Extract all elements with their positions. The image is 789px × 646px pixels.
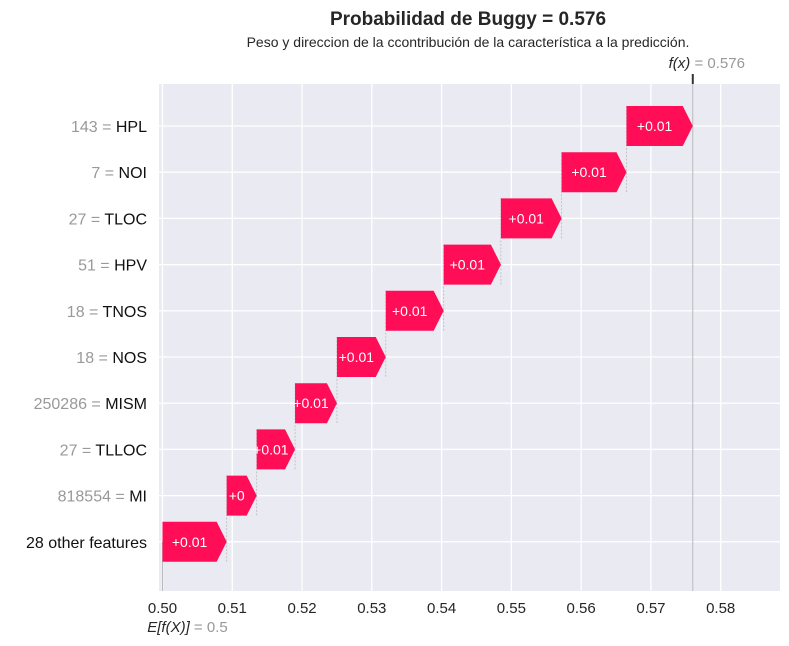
feature-name-3: HPV (114, 258, 147, 275)
x-tick-label-6: 0.56 (567, 600, 596, 617)
feature-label-7: 27 = TLLOC (60, 442, 147, 459)
feature-name-2: TLOC (104, 211, 147, 228)
x-axis-ticks: 0.50 0.51 0.52 0.53 0.54 0.55 0.56 0.57 0.58 (148, 600, 735, 617)
feature-label-4: 18 = TNOS (67, 304, 147, 321)
feature-name-9: 28 other features (26, 535, 147, 552)
bar-label-9: +0.01 (172, 534, 208, 550)
bar-label-1: +0.01 (571, 164, 607, 180)
x-tick-label-7: 0.57 (636, 600, 665, 617)
feature-name-5: NOS (112, 350, 147, 367)
output-label-value: = 0.576 (694, 55, 744, 72)
x-tick-label-1: 0.51 (218, 600, 247, 617)
output-label: f(x) = 0.576 (669, 55, 745, 72)
feature-value-0: 143 = (71, 119, 116, 136)
feature-value-3: 51 = (78, 258, 114, 275)
base-label: E[f(X)] = 0.5 (147, 619, 227, 636)
bar-label-8: +0 (229, 488, 245, 504)
base-label-value: = 0.5 (194, 619, 228, 636)
bar-9 (162, 521, 227, 562)
feature-value-6: 250286 = (34, 396, 106, 413)
x-tick-label-3: 0.53 (357, 600, 386, 617)
feature-name-8: MI (129, 489, 147, 506)
feature-label-8: 818554 = MI (58, 489, 147, 506)
annotations: f(x) = 0.576 E[f(X)] = 0.5 (147, 55, 745, 636)
feature-label-3: 51 = HPV (78, 258, 147, 275)
feature-value-2: 27 = (69, 211, 105, 228)
chart-subtitle: Peso y direccion de la ccontribución de … (247, 34, 690, 50)
output-label-name: f(x) (669, 55, 695, 72)
feature-label-6: 250286 = MISM (34, 396, 147, 413)
feature-name-1: NOI (119, 165, 147, 182)
bar-label-7: +0.01 (253, 441, 289, 457)
feature-label-5: 18 = NOS (76, 350, 147, 367)
bar-label-5: +0.01 (339, 349, 375, 365)
bars-layer: +0.01 +0.01 +0.01 +0.01 +0.01 +0.01 +0.01 +0.01… (162, 106, 693, 562)
x-tick-label-5: 0.55 (497, 600, 526, 617)
chart-title: Probabilidad de Buggy = 0.576 (330, 9, 606, 30)
feature-label-2: 27 = TLOC (69, 211, 147, 228)
bar-label-3: +0.01 (450, 257, 486, 273)
feature-value-5: 18 = (76, 350, 112, 367)
feature-value-4: 18 = (67, 304, 103, 321)
feature-label-9: 28 other features (26, 535, 147, 552)
bar-0 (626, 106, 693, 146)
plot-background (159, 84, 780, 591)
bar-4 (385, 290, 444, 331)
feature-value-7: 27 = (60, 442, 96, 459)
x-tick-label-0: 0.50 (148, 600, 177, 617)
feature-value-1: 7 = (91, 165, 118, 182)
feature-name-7: TLLOC (95, 442, 147, 459)
bar-label-0: +0.01 (637, 118, 673, 134)
feature-name-4: TNOS (103, 304, 147, 321)
bar-3 (443, 244, 501, 285)
feature-label-0: 143 = HPL (71, 119, 147, 136)
bar-8 (226, 475, 257, 516)
feature-value-8: 818554 = (58, 489, 130, 506)
feature-name-6: MISM (105, 396, 147, 413)
feature-label-1: 7 = NOI (91, 165, 147, 182)
x-tick-label-8: 0.58 (706, 600, 735, 617)
feature-name-0: HPL (116, 119, 147, 136)
bar-7 (256, 429, 296, 470)
bar-5 (336, 337, 386, 377)
bar-label-2: +0.01 (509, 210, 545, 226)
bar-label-4: +0.01 (392, 303, 428, 319)
x-tick-label-2: 0.52 (287, 600, 316, 617)
bar-6 (295, 383, 337, 424)
feature-labels: 143 = HPL 7 = NOI 27 = TLOC 51 = HPV 18 = TN… (26, 119, 147, 552)
x-tick-label-4: 0.54 (427, 600, 456, 617)
bar-1 (561, 152, 627, 193)
bar-label-6: +0.01 (293, 395, 329, 411)
base-label-name: E[f(X)] (147, 619, 194, 636)
bar-2 (500, 198, 562, 239)
